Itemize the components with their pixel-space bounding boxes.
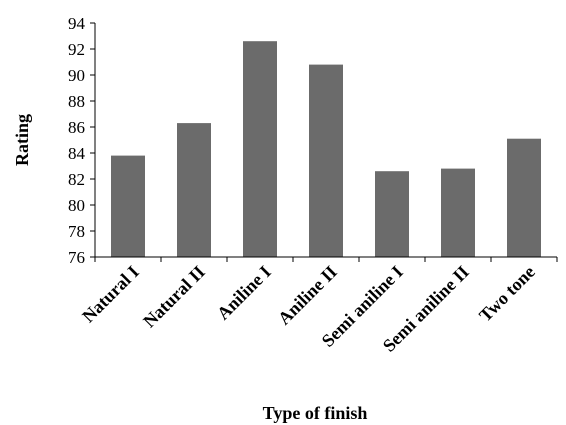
bar — [177, 123, 211, 257]
y-axis-title: Rating — [12, 114, 32, 166]
bar — [111, 155, 145, 257]
y-tick-label: 78 — [68, 222, 85, 241]
bars — [111, 41, 541, 258]
x-tick-label: Aniline I — [213, 262, 275, 324]
bar — [375, 171, 409, 257]
x-tick-label: Two tone — [475, 262, 539, 326]
bar — [243, 41, 277, 258]
bar — [507, 138, 541, 257]
x-tick-label: Natural I — [78, 262, 143, 327]
y-tick-label: 88 — [68, 92, 85, 111]
bar — [441, 168, 475, 257]
y-tick-label: 76 — [68, 248, 85, 267]
y-tick-label: 86 — [68, 118, 85, 137]
y-tick-label: 80 — [68, 196, 85, 215]
y-tick-label: 82 — [68, 170, 85, 189]
x-tick-label: Aniline II — [274, 262, 341, 329]
y-tick-label: 90 — [68, 66, 85, 85]
y-tick-label: 84 — [68, 144, 86, 163]
y-tick-label: 92 — [68, 40, 85, 59]
bar — [309, 64, 343, 257]
y-axis-ticks: 76 78 80 82 84 86 88 90 92 94 — [68, 14, 95, 267]
x-tick-label: Natural II — [139, 262, 209, 332]
y-tick-label: 94 — [68, 14, 86, 33]
x-axis-title: Type of finish — [263, 403, 368, 423]
